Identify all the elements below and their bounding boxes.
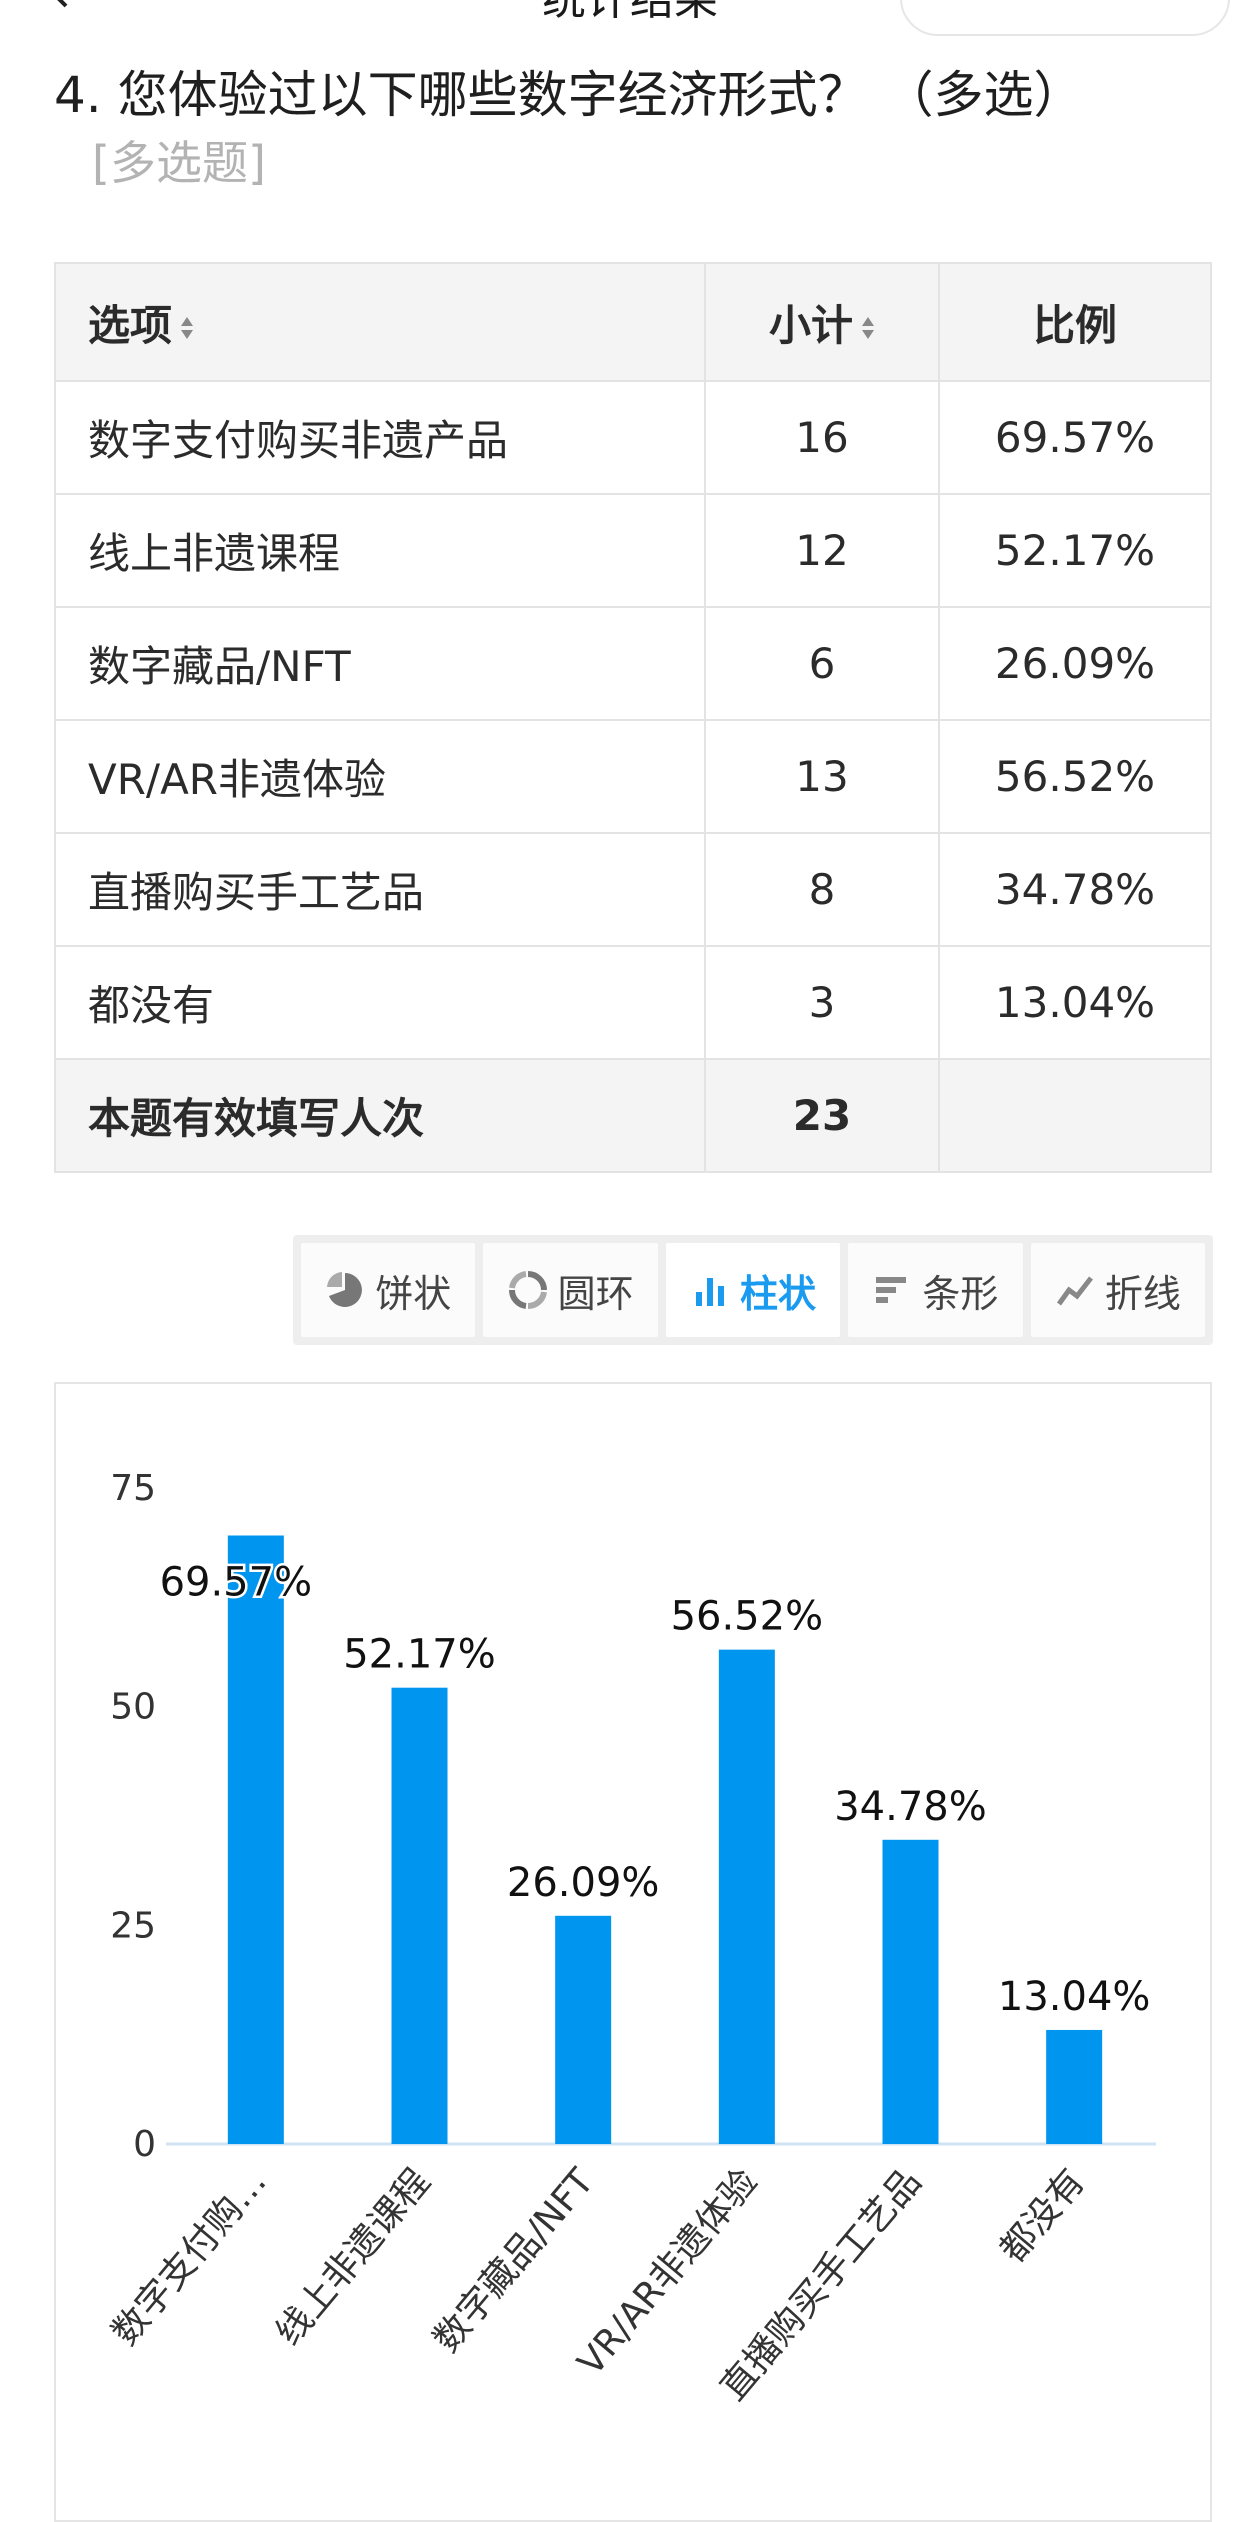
table-row: 直播购买手工艺品 8 34.78% <box>54 832 1212 947</box>
sort-icon[interactable] <box>861 313 875 343</box>
total-empty-cell <box>938 1058 1212 1173</box>
row-percent: 13.04% <box>938 945 1212 1060</box>
row-percent: 26.09% <box>938 606 1212 721</box>
row-option: 直播购买手工艺品 <box>54 832 706 947</box>
result-table: 选项 小计 比例 数字支付购买非遗产品 16 69.57% 线上非遗课程 12 … <box>54 262 1212 1173</box>
bar[interactable] <box>1046 2029 1103 2144</box>
table-header-row: 选项 小计 比例 <box>54 262 1212 382</box>
y-tick-label: 25 <box>110 1905 156 1946</box>
page-title: 统计结果 <box>0 0 1260 30</box>
back-arrow-icon[interactable] <box>40 0 80 10</box>
bar-data-label: 69.57% <box>160 1559 313 1605</box>
tab-bar[interactable]: 柱状 <box>665 1243 841 1337</box>
tab-ring[interactable]: 圆环 <box>483 1243 658 1337</box>
pie-icon <box>327 1272 363 1307</box>
top-bar: 统计结果 <box>0 0 1260 40</box>
header-percent: 比例 <box>938 262 1212 382</box>
header-count[interactable]: 小计 <box>704 262 940 382</box>
bar-data-label: 34.78% <box>834 1784 987 1830</box>
line-icon <box>1056 1276 1093 1306</box>
tab-pie[interactable]: 饼状 <box>301 1243 476 1337</box>
chart-container: 0 25 50 75 69.57% 数字支付购… 52.17% 线上非遗课程 26.09% 数字藏… <box>54 1382 1212 2522</box>
x-category-label: 都没有 <box>992 2161 1093 2270</box>
bar-data-label: 26.09% <box>507 1860 660 1906</box>
tab-bar-label: 柱状 <box>740 1271 817 1316</box>
table-row: VR/AR非遗体验 13 56.52% <box>54 719 1212 834</box>
row-count: 6 <box>704 606 940 721</box>
tab-ring-label: 圆环 <box>557 1271 634 1316</box>
row-count: 16 <box>704 380 940 495</box>
header-count-label: 小计 <box>768 300 853 350</box>
question-title: 4. 您体验过以下哪些数字经济形式？ （多选） <box>54 66 1084 124</box>
row-count: 8 <box>704 832 940 947</box>
x-category-label: 数字藏品/NFT <box>426 2161 603 2361</box>
bar[interactable] <box>718 1649 775 2144</box>
hbar-icon <box>876 1277 907 1303</box>
table-row: 数字藏品/NFT 6 26.09% <box>54 606 1212 721</box>
ring-icon <box>508 1271 547 1310</box>
y-tick-label: 75 <box>110 1468 156 1509</box>
row-option: 都没有 <box>54 945 706 1060</box>
bar-data-label: 52.17% <box>343 1632 496 1678</box>
header-option-label: 选项 <box>88 300 173 350</box>
table-row: 线上非遗课程 12 52.17% <box>54 493 1212 608</box>
x-category-label: 线上非遗课程 <box>268 2161 438 2353</box>
chart-type-selector: 饼状 圆环 柱状 条形 折线 <box>293 1235 1213 1345</box>
tab-line[interactable]: 折线 <box>1030 1243 1206 1337</box>
row-option: 数字藏品/NFT <box>54 606 706 721</box>
row-percent: 69.57% <box>938 380 1212 495</box>
mini-program-capsule[interactable] <box>900 0 1230 36</box>
table-total-row: 本题有效填写人次 23 <box>54 1058 1212 1173</box>
x-category-label: VR/AR非遗体验 <box>570 2161 766 2383</box>
row-option: 数字支付购买非遗产品 <box>54 380 706 495</box>
row-percent: 56.52% <box>938 719 1212 834</box>
tab-pie-label: 饼状 <box>375 1271 452 1316</box>
table-row: 都没有 3 13.04% <box>54 945 1212 1060</box>
row-option: VR/AR非遗体验 <box>54 719 706 834</box>
header-option[interactable]: 选项 <box>54 262 706 382</box>
sort-icon[interactable] <box>180 313 194 343</box>
tab-line-label: 折线 <box>1104 1271 1181 1316</box>
row-count: 13 <box>704 719 940 834</box>
bar-data-label: 56.52% <box>671 1594 824 1640</box>
bar-data-label: 13.04% <box>998 1974 1151 2020</box>
row-percent: 34.78% <box>938 832 1212 947</box>
total-count: 23 <box>704 1058 940 1173</box>
x-category-label: 数字支付购… <box>104 2161 274 2353</box>
y-tick-label: 50 <box>110 1687 156 1728</box>
bar-icon <box>696 1278 724 1306</box>
tab-hbar[interactable]: 条形 <box>848 1243 1023 1337</box>
row-option: 线上非遗课程 <box>54 493 706 608</box>
table-row: 数字支付购买非遗产品 16 69.57% <box>54 380 1212 495</box>
bar-chart: 0 25 50 75 69.57% 数字支付购… 52.17% 线上非遗课程 26.09% 数字藏… <box>104 1468 1156 2408</box>
bar[interactable] <box>882 1839 939 2144</box>
tab-hbar-label: 条形 <box>922 1271 999 1316</box>
question-type-tag: [多选题] <box>92 136 266 190</box>
bar[interactable] <box>227 1535 284 2144</box>
y-tick-label: 0 <box>133 2124 156 2165</box>
row-count: 3 <box>704 945 940 1060</box>
row-percent: 52.17% <box>938 493 1212 608</box>
bar[interactable] <box>555 1915 612 2144</box>
bar[interactable] <box>391 1687 448 2144</box>
total-label: 本题有效填写人次 <box>54 1058 706 1173</box>
row-count: 12 <box>704 493 940 608</box>
